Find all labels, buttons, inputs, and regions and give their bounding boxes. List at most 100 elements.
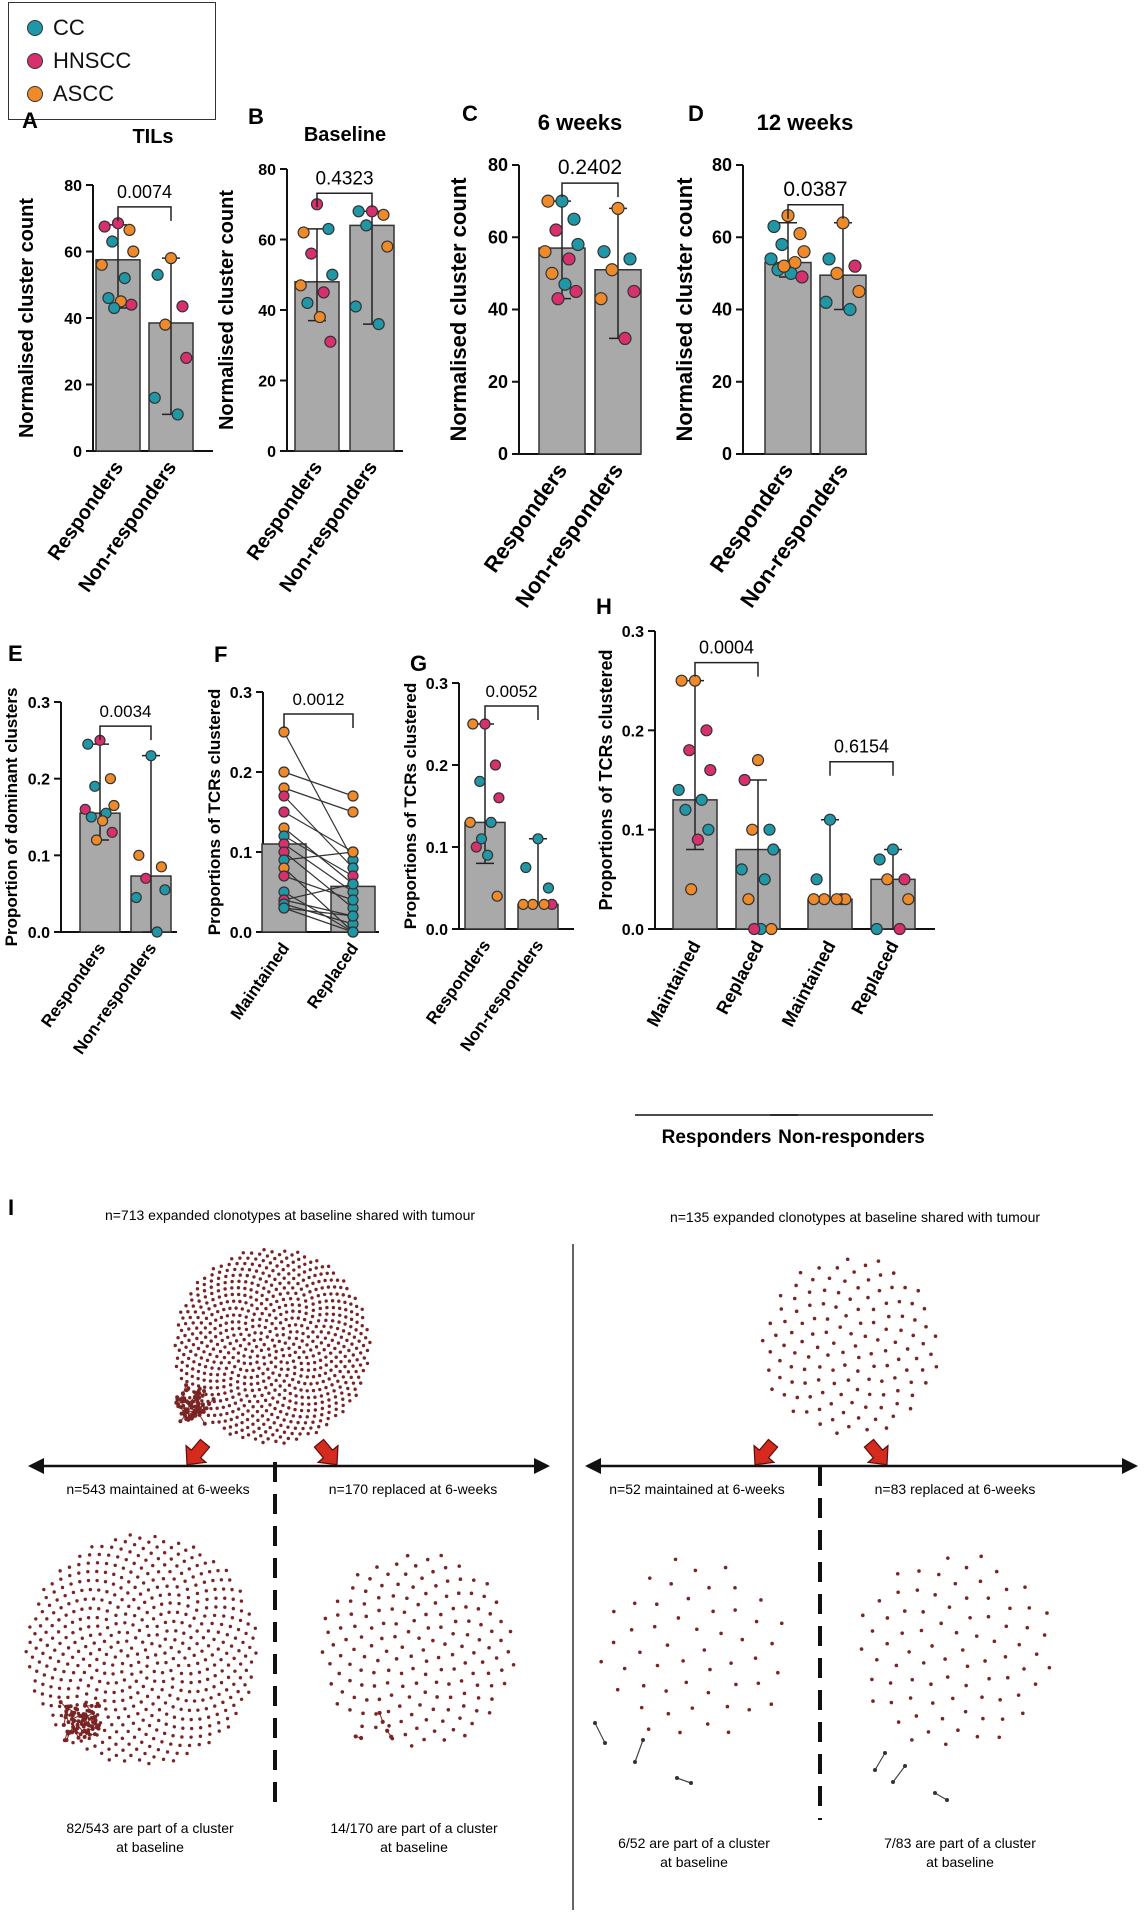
data-point xyxy=(795,270,809,284)
panel-label-f: F xyxy=(214,642,227,667)
network-node xyxy=(246,1425,250,1430)
network-node xyxy=(979,1554,983,1559)
network-node xyxy=(119,1649,123,1653)
network-node xyxy=(216,1309,220,1314)
network-node xyxy=(205,1667,210,1671)
network-node xyxy=(325,1271,329,1275)
data-point xyxy=(822,252,836,266)
network-node xyxy=(488,1612,493,1616)
data-point xyxy=(85,811,97,823)
network-node xyxy=(461,1704,466,1708)
network-node xyxy=(256,1399,260,1404)
network-node xyxy=(50,1582,54,1586)
network-node xyxy=(843,1279,847,1283)
network-node xyxy=(48,1694,53,1698)
network-node xyxy=(253,1437,258,1441)
network-node xyxy=(358,1381,363,1385)
network-node xyxy=(890,1285,894,1290)
network-node xyxy=(88,1587,93,1592)
data-point xyxy=(551,292,565,306)
network-node xyxy=(204,1392,208,1397)
network-node xyxy=(282,1276,286,1280)
network-node xyxy=(603,1741,607,1745)
network-node xyxy=(196,1409,201,1414)
network-node xyxy=(150,1687,154,1692)
network-node xyxy=(294,1394,298,1398)
network-node xyxy=(165,1750,170,1754)
network-node xyxy=(223,1708,228,1713)
network-node xyxy=(329,1278,333,1282)
network-node xyxy=(104,1652,109,1657)
network-node xyxy=(273,1406,277,1411)
network-node xyxy=(42,1587,46,1592)
network-node xyxy=(224,1274,228,1279)
data-point xyxy=(767,843,780,856)
network-node xyxy=(171,1677,175,1681)
network-node xyxy=(184,1548,188,1552)
network-node xyxy=(487,1710,492,1715)
network-node xyxy=(719,1631,723,1636)
data-point xyxy=(464,816,476,829)
network-node xyxy=(314,1287,318,1292)
network-node xyxy=(903,1285,907,1290)
data-point xyxy=(702,823,715,836)
network-node xyxy=(185,1416,190,1421)
network-node xyxy=(57,1695,61,1699)
network-node xyxy=(173,1343,177,1348)
data-point xyxy=(704,763,717,777)
network-node xyxy=(226,1663,231,1667)
network-node xyxy=(50,1636,55,1640)
data-point xyxy=(125,298,138,311)
network-node xyxy=(168,1693,172,1697)
network-node xyxy=(324,1422,329,1427)
network-node xyxy=(789,1364,794,1369)
network-node xyxy=(67,1602,71,1606)
network-node xyxy=(145,1624,150,1629)
network-node xyxy=(110,1722,114,1727)
network-node xyxy=(225,1314,230,1318)
network-node xyxy=(348,1708,352,1712)
network-node xyxy=(80,1588,84,1593)
network-node xyxy=(128,1685,132,1689)
network-node xyxy=(270,1250,274,1254)
network-node xyxy=(303,1421,308,1425)
network-node xyxy=(423,1672,428,1677)
network-node xyxy=(239,1599,244,1603)
network-node xyxy=(314,1430,319,1435)
network-node xyxy=(274,1356,278,1360)
data-point xyxy=(491,890,503,902)
network-node xyxy=(340,1690,345,1694)
network-node xyxy=(189,1680,193,1685)
network-node xyxy=(52,1590,56,1594)
network-node xyxy=(804,1410,809,1414)
network-node xyxy=(349,1324,353,1329)
network-node xyxy=(184,1345,188,1349)
network-node xyxy=(783,1319,787,1324)
network-node xyxy=(176,1552,181,1556)
y-tick-label: 0.2 xyxy=(622,723,644,740)
data-point xyxy=(123,223,136,236)
network-node xyxy=(222,1355,227,1360)
network-node xyxy=(231,1597,235,1601)
data-point xyxy=(558,277,572,291)
network-node xyxy=(62,1669,66,1674)
network-node xyxy=(305,1375,309,1379)
network-node xyxy=(250,1262,255,1266)
network-node xyxy=(305,1355,309,1360)
network-node xyxy=(458,1716,462,1720)
network-node xyxy=(126,1654,130,1658)
network-node xyxy=(778,1358,782,1363)
data-point xyxy=(159,884,171,896)
data-point xyxy=(793,227,807,241)
network-node xyxy=(921,1610,925,1614)
network-node xyxy=(200,1399,204,1403)
network-node xyxy=(205,1301,209,1305)
network-node xyxy=(286,1436,291,1441)
network-node xyxy=(219,1413,223,1417)
network-node xyxy=(286,1367,290,1372)
network-node xyxy=(447,1682,451,1686)
network-node xyxy=(181,1726,185,1730)
network-node xyxy=(264,1430,268,1434)
network-node xyxy=(298,1432,302,1436)
network-node xyxy=(211,1559,216,1564)
